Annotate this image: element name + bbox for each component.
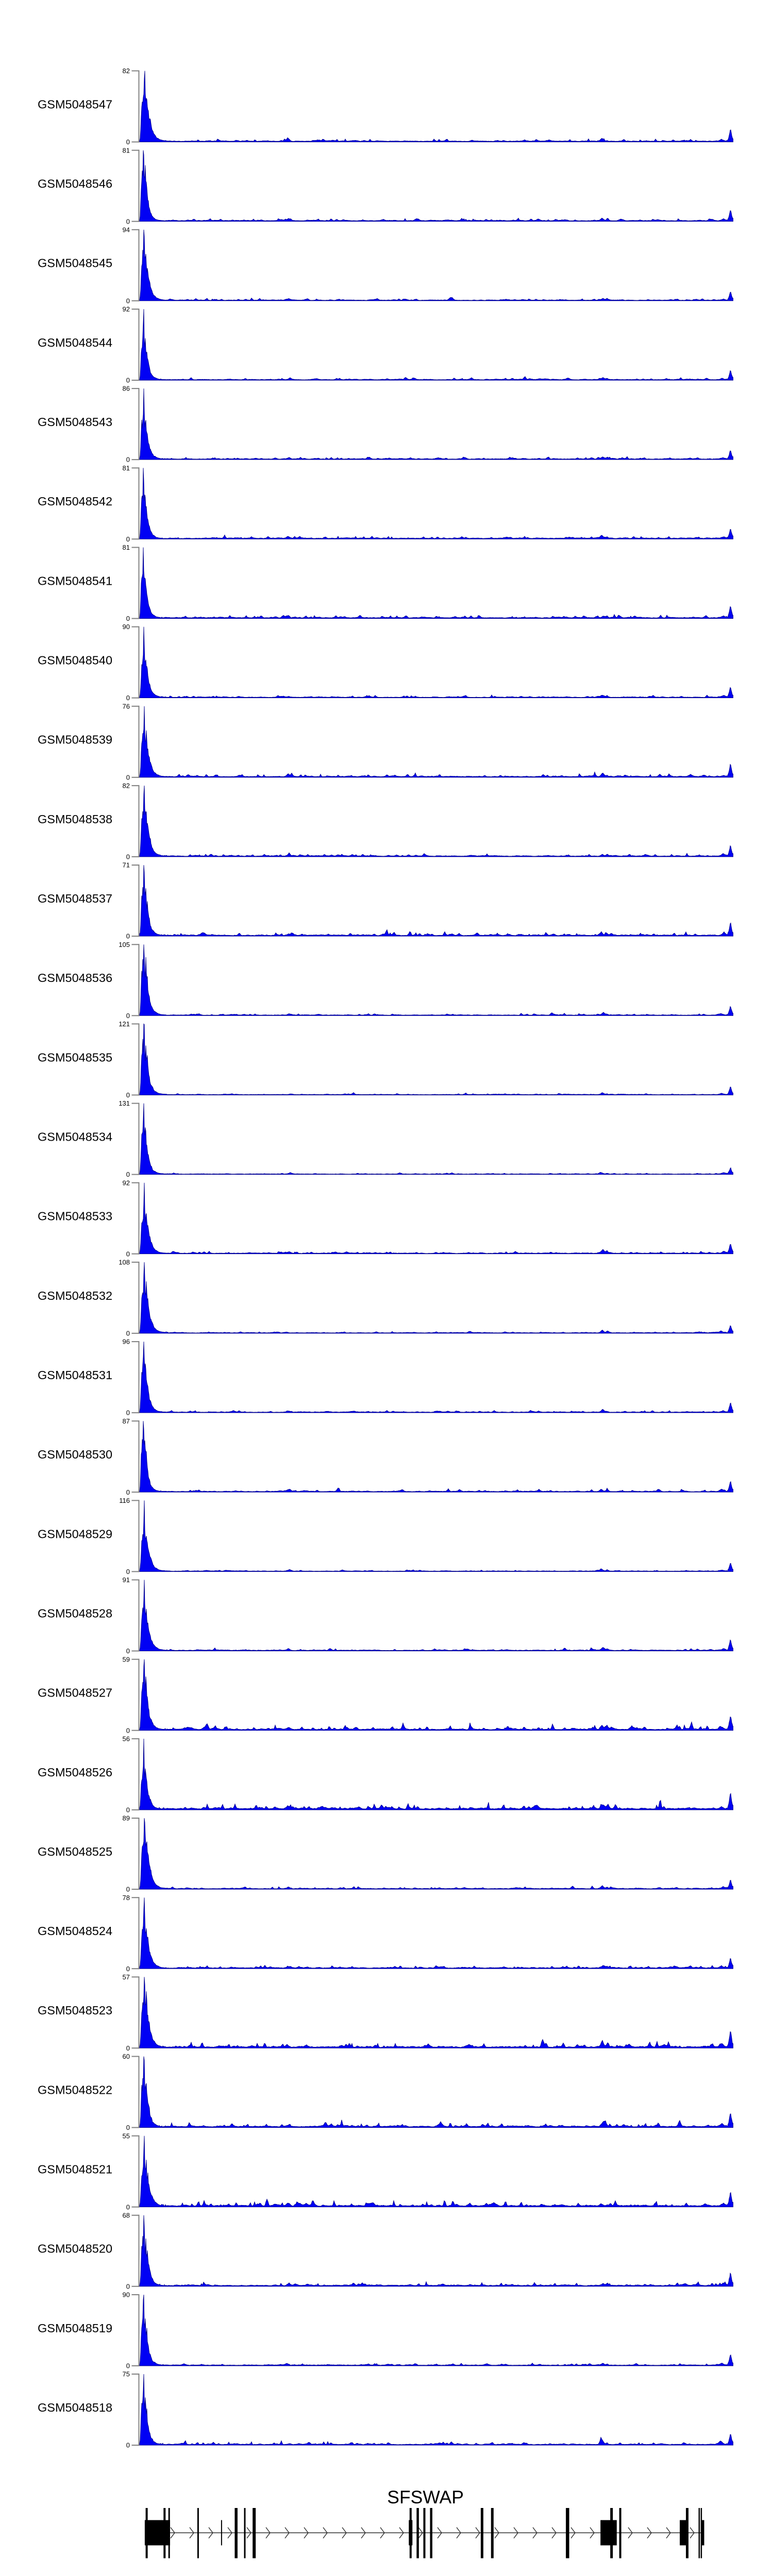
svg-text:0: 0 — [126, 933, 130, 940]
svg-text:59: 59 — [123, 1655, 130, 1663]
svg-text:0: 0 — [126, 1806, 130, 1814]
svg-text:GSM5048542: GSM5048542 — [38, 495, 112, 508]
svg-text:81: 81 — [123, 544, 130, 551]
svg-text:GSM5048540: GSM5048540 — [38, 654, 112, 667]
svg-text:57: 57 — [123, 1973, 130, 1981]
svg-text:0: 0 — [126, 1488, 130, 1496]
svg-text:0: 0 — [126, 2282, 130, 2290]
svg-text:76: 76 — [123, 702, 130, 710]
svg-text:82: 82 — [123, 67, 130, 75]
svg-text:108: 108 — [119, 1259, 130, 1266]
svg-text:90: 90 — [123, 2291, 130, 2299]
svg-text:0: 0 — [126, 1726, 130, 1734]
svg-text:0: 0 — [126, 297, 130, 304]
svg-text:GSM5048521: GSM5048521 — [38, 2163, 112, 2176]
svg-text:86: 86 — [123, 385, 130, 393]
svg-text:GSM5048543: GSM5048543 — [38, 415, 112, 429]
svg-text:87: 87 — [123, 1417, 130, 1425]
svg-text:GSM5048546: GSM5048546 — [38, 177, 112, 191]
svg-text:GSM5048529: GSM5048529 — [38, 1527, 112, 1540]
svg-text:82: 82 — [123, 782, 130, 790]
svg-text:91: 91 — [123, 1576, 130, 1584]
svg-text:GSM5048525: GSM5048525 — [38, 1845, 112, 1858]
svg-text:GSM5048522: GSM5048522 — [38, 2083, 112, 2096]
svg-text:0: 0 — [126, 456, 130, 464]
svg-text:0: 0 — [126, 1091, 130, 1099]
svg-text:92: 92 — [123, 1179, 130, 1187]
svg-text:GSM5048533: GSM5048533 — [38, 1210, 112, 1223]
svg-text:56: 56 — [123, 1735, 130, 1743]
svg-text:GSM5048530: GSM5048530 — [38, 1448, 112, 1461]
svg-text:81: 81 — [123, 146, 130, 154]
svg-text:0: 0 — [126, 2044, 130, 2052]
svg-text:0: 0 — [126, 377, 130, 384]
svg-text:131: 131 — [119, 1099, 130, 1107]
svg-text:0: 0 — [126, 615, 130, 622]
svg-text:96: 96 — [123, 1338, 130, 1346]
svg-text:0: 0 — [126, 1409, 130, 1417]
svg-text:GSM5048528: GSM5048528 — [38, 1606, 112, 1620]
svg-text:0: 0 — [126, 217, 130, 225]
svg-text:GSM5048544: GSM5048544 — [38, 336, 112, 349]
svg-text:GSM5048541: GSM5048541 — [38, 574, 112, 587]
svg-text:GSM5048518: GSM5048518 — [38, 2401, 112, 2414]
svg-text:0: 0 — [126, 1647, 130, 1655]
svg-text:92: 92 — [123, 306, 130, 313]
svg-text:60: 60 — [123, 2053, 130, 2060]
svg-text:GSM5048538: GSM5048538 — [38, 812, 112, 826]
svg-text:105: 105 — [119, 941, 130, 948]
svg-text:89: 89 — [123, 1815, 130, 1822]
svg-text:GSM5048537: GSM5048537 — [38, 892, 112, 905]
svg-text:0: 0 — [126, 1568, 130, 1575]
svg-text:0: 0 — [126, 853, 130, 861]
svg-text:GSM5048520: GSM5048520 — [38, 2242, 112, 2256]
svg-text:0: 0 — [126, 773, 130, 781]
svg-text:GSM5048527: GSM5048527 — [38, 1686, 112, 1700]
svg-text:0: 0 — [126, 1171, 130, 1178]
svg-text:55: 55 — [123, 2132, 130, 2140]
svg-text:GSM5048547: GSM5048547 — [38, 97, 112, 111]
svg-text:116: 116 — [119, 1497, 130, 1504]
svg-text:GSM5048532: GSM5048532 — [38, 1289, 112, 1302]
svg-text:0: 0 — [126, 2203, 130, 2211]
svg-text:GSM5048519: GSM5048519 — [38, 2321, 112, 2335]
svg-text:94: 94 — [123, 226, 130, 233]
svg-text:GSM5048523: GSM5048523 — [38, 2004, 112, 2017]
svg-text:71: 71 — [123, 861, 130, 869]
svg-text:0: 0 — [126, 694, 130, 702]
svg-text:75: 75 — [123, 2370, 130, 2378]
svg-text:0: 0 — [126, 1965, 130, 1973]
svg-text:81: 81 — [123, 464, 130, 472]
svg-text:0: 0 — [126, 138, 130, 146]
svg-text:0: 0 — [126, 1886, 130, 1893]
svg-text:0: 0 — [126, 2362, 130, 2370]
svg-text:GSM5048534: GSM5048534 — [38, 1130, 112, 1144]
svg-text:GSM5048539: GSM5048539 — [38, 733, 112, 747]
svg-text:GSM5048524: GSM5048524 — [38, 1924, 112, 1938]
svg-text:68: 68 — [123, 2211, 130, 2219]
svg-text:0: 0 — [126, 1012, 130, 1020]
svg-text:GSM5048526: GSM5048526 — [38, 1766, 112, 1779]
svg-text:GSM5048531: GSM5048531 — [38, 1368, 112, 1382]
svg-text:0: 0 — [126, 535, 130, 543]
svg-text:0: 0 — [126, 1330, 130, 1337]
svg-text:90: 90 — [123, 623, 130, 631]
svg-text:SFSWAP: SFSWAP — [387, 2487, 464, 2507]
svg-text:GSM5048545: GSM5048545 — [38, 257, 112, 270]
svg-text:0: 0 — [126, 2442, 130, 2449]
svg-text:78: 78 — [123, 1894, 130, 1902]
svg-text:121: 121 — [119, 1020, 130, 1028]
svg-text:GSM5048535: GSM5048535 — [38, 1050, 112, 1064]
svg-text:GSM5048536: GSM5048536 — [38, 971, 112, 985]
svg-text:0: 0 — [126, 1250, 130, 1258]
svg-text:0: 0 — [126, 2124, 130, 2131]
